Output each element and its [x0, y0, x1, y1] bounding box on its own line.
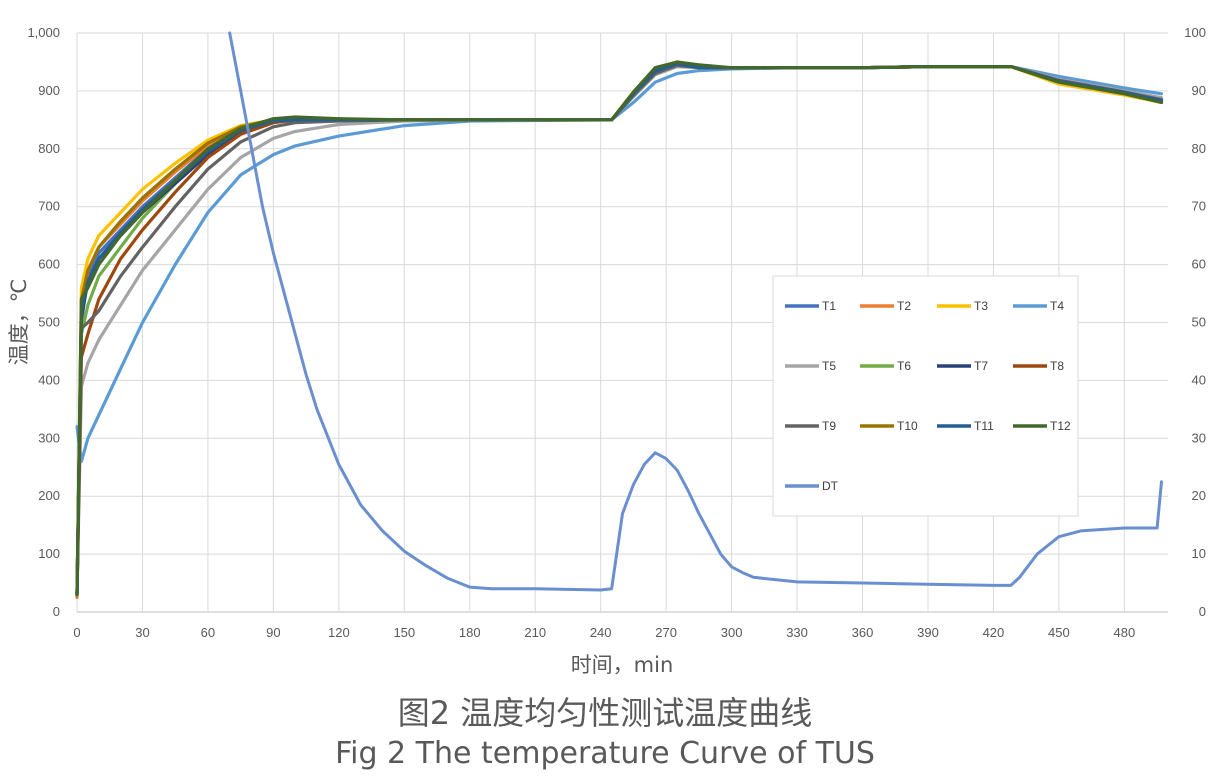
y-tick-label: 400	[38, 372, 60, 387]
legend-label-t7: T7	[974, 359, 988, 373]
y2-tick-label: 90	[1192, 83, 1206, 98]
x-tick-label: 210	[524, 625, 546, 640]
y2-tick-label: 30	[1192, 430, 1206, 445]
x-tick-label: 390	[917, 625, 939, 640]
y-tick-label: 0	[53, 604, 60, 619]
x-tick-label: 330	[786, 625, 808, 640]
x-tick-label: 180	[459, 625, 481, 640]
series-line-t12	[75, 60, 1164, 597]
legend-label-t2: T2	[897, 299, 911, 313]
legend-label-t6: T6	[897, 359, 911, 373]
legend-label-t1: T1	[822, 299, 836, 313]
x-tick-label: 480	[1114, 625, 1136, 640]
y2-tick-label: 50	[1192, 315, 1206, 330]
legend-label-t8: T8	[1050, 359, 1064, 373]
legend-label-t12: T12	[1050, 419, 1071, 433]
y2-tick-label: 0	[1199, 604, 1206, 619]
legend-label-t9: T9	[822, 419, 836, 433]
x-tick-label: 420	[983, 625, 1005, 640]
series-line-dt	[228, 31, 1163, 592]
legend-label-t10: T10	[897, 419, 918, 433]
x-tick-label: 0	[73, 625, 80, 640]
y2-tick-label: 80	[1192, 141, 1206, 156]
temperature-chart: 01002003004005006007008009001,0000102030…	[7, 25, 1206, 677]
chart-series	[75, 31, 1164, 600]
y2-tick-label: 60	[1192, 257, 1206, 272]
figure-caption-chinese: 图2 温度均匀性测试温度曲线	[397, 694, 813, 732]
legend-label-t4: T4	[1050, 299, 1064, 313]
y-tick-label: 800	[38, 141, 60, 156]
y2-tick-label: 20	[1192, 488, 1206, 503]
y2-tick-label: 10	[1192, 546, 1206, 561]
x-axis-title: 时间，min	[571, 653, 674, 677]
figure-caption-english: Fig 2 The temperature Curve of TUS	[335, 736, 875, 771]
x-tick-label: 360	[852, 625, 874, 640]
y-axis-title: 温度，℃	[7, 279, 31, 366]
y-tick-label: 700	[38, 199, 60, 214]
chart-axes: 01002003004005006007008009001,0000102030…	[27, 25, 1206, 640]
y-tick-label: 300	[38, 430, 60, 445]
y-tick-label: 900	[38, 83, 60, 98]
y-tick-label: 500	[38, 315, 60, 330]
y2-tick-label: 100	[1184, 25, 1206, 40]
x-tick-label: 90	[266, 625, 280, 640]
y2-tick-label: 40	[1192, 372, 1206, 387]
legend-label-t5: T5	[822, 359, 836, 373]
legend-label-t11: T11	[974, 419, 994, 433]
chart-legend: T1 T2 T3 T4 T5 T6 T7 T8 T9 T10 T11 T12 DT	[772, 275, 1079, 517]
x-tick-label: 450	[1048, 625, 1070, 640]
y-tick-label: 600	[38, 257, 60, 272]
y2-tick-label: 70	[1192, 199, 1206, 214]
y-tick-label: 100	[38, 546, 60, 561]
x-tick-label: 240	[590, 625, 612, 640]
legend-label-t3: T3	[974, 299, 988, 313]
y-tick-label: 1,000	[27, 25, 60, 40]
x-tick-label: 30	[135, 625, 149, 640]
x-tick-label: 270	[655, 625, 677, 640]
x-tick-label: 60	[201, 625, 215, 640]
x-tick-label: 120	[328, 625, 350, 640]
y-tick-label: 200	[38, 488, 60, 503]
legend-box	[772, 275, 1079, 517]
x-tick-label: 150	[393, 625, 415, 640]
legend-label-dt: DT	[822, 479, 839, 493]
x-tick-label: 300	[721, 625, 743, 640]
